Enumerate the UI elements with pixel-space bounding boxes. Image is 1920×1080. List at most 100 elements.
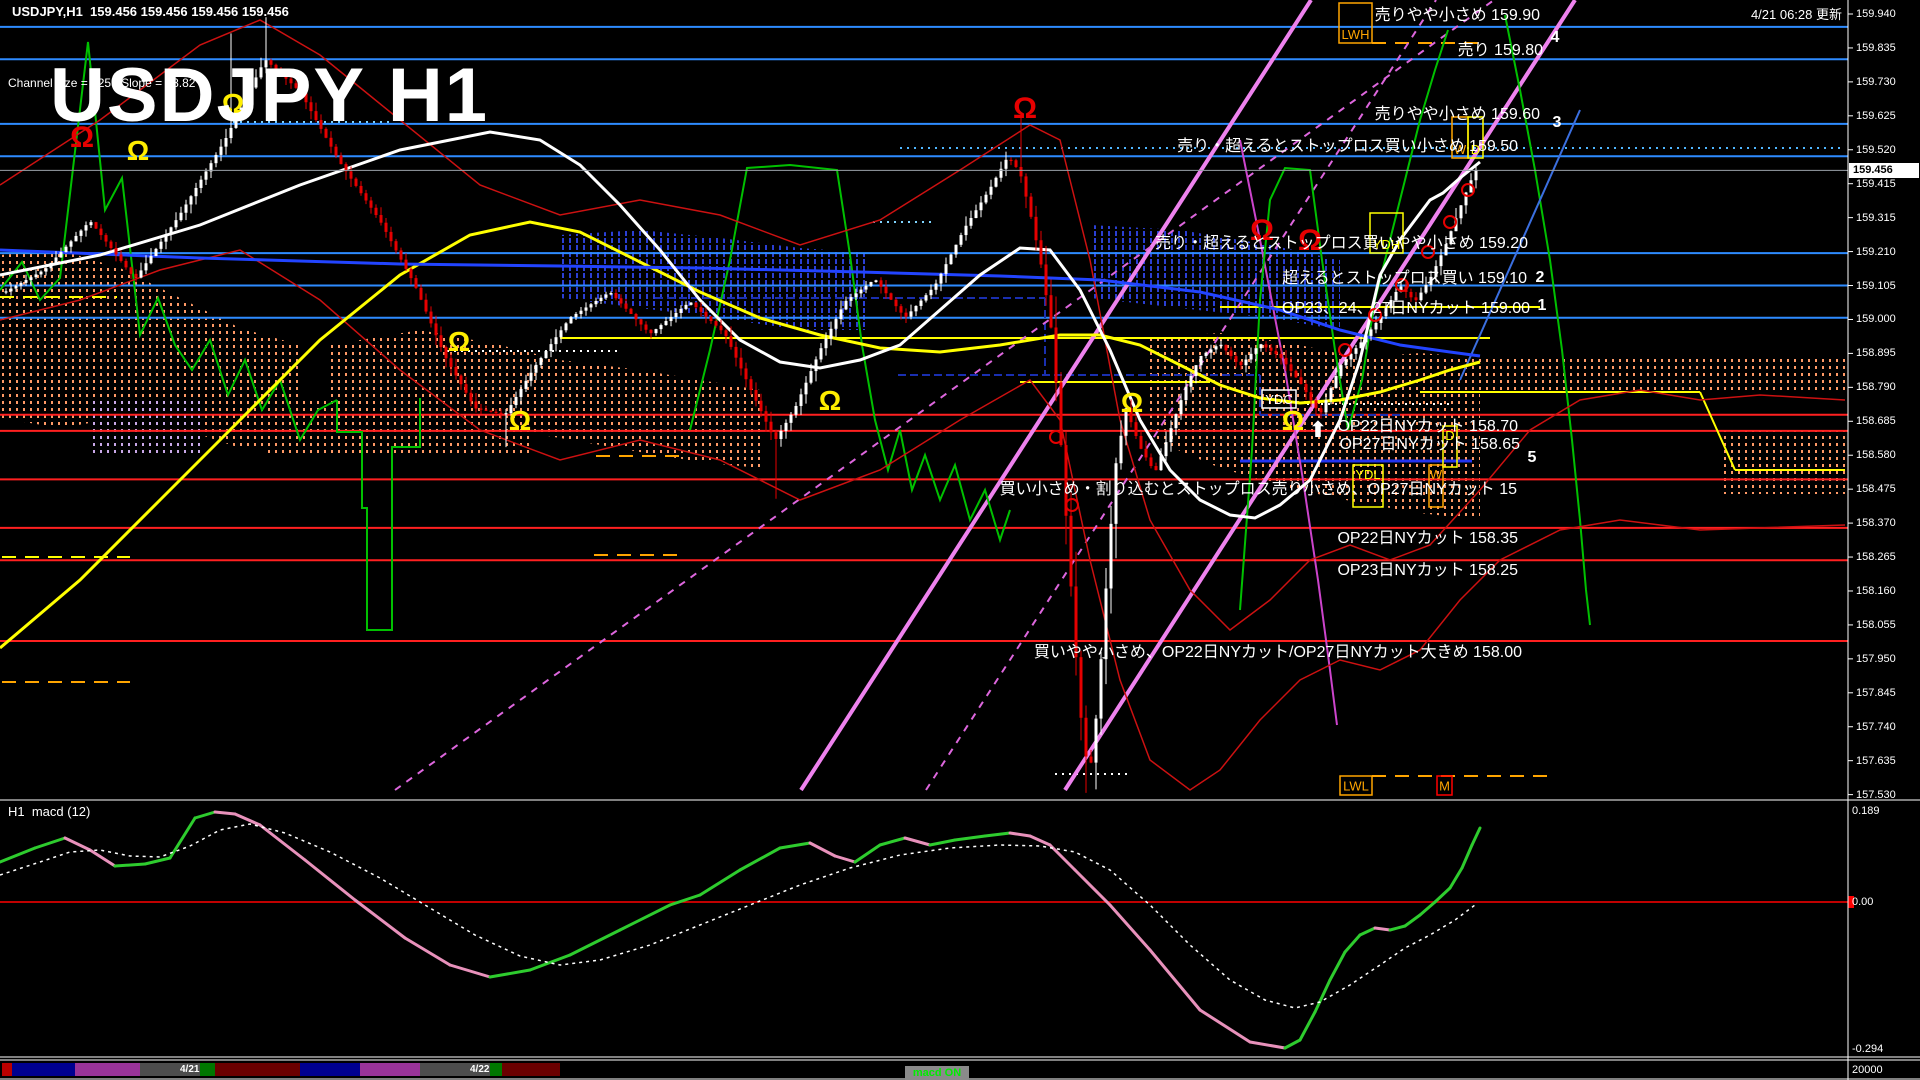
date-label: 4/21 xyxy=(180,1064,200,1075)
candle-body xyxy=(1004,159,1008,169)
candle-body xyxy=(159,241,163,249)
candle-body xyxy=(169,227,173,235)
candle-body xyxy=(969,218,973,226)
macd-line xyxy=(353,898,407,940)
candle-body xyxy=(809,371,813,383)
candle-body xyxy=(224,138,228,147)
ichimoku-cloud xyxy=(1720,430,1845,494)
signal-arrow-icon: Ω xyxy=(448,326,470,357)
candle-body xyxy=(1449,231,1453,245)
signal-arrow-icon: Ω xyxy=(819,385,841,416)
ma-blue xyxy=(0,248,1481,358)
candle-body xyxy=(579,310,583,314)
level-box xyxy=(1369,212,1404,254)
candle-body xyxy=(979,202,983,211)
candle-body xyxy=(569,317,573,324)
candle-body xyxy=(1224,344,1228,351)
candle-body xyxy=(364,193,368,201)
candle-body xyxy=(539,357,543,365)
candle-body xyxy=(954,244,958,255)
candle-body xyxy=(584,307,588,311)
candle-body xyxy=(354,178,358,186)
volume-scale-label: 20000 xyxy=(1852,1064,1883,1076)
candle-body xyxy=(1379,316,1383,323)
candle-body xyxy=(614,293,618,299)
candle-body xyxy=(184,204,188,213)
level-box xyxy=(1428,464,1444,508)
candle-body xyxy=(769,421,773,433)
macd-line xyxy=(668,893,702,907)
timeline-segment xyxy=(140,1063,200,1076)
macd-line xyxy=(808,841,837,858)
candle-body xyxy=(664,321,668,326)
candle-body xyxy=(1099,659,1103,719)
candle-body xyxy=(154,248,158,257)
candle-body xyxy=(679,308,683,313)
candle-body xyxy=(1389,300,1393,309)
candle-body xyxy=(1469,180,1473,193)
candle-body xyxy=(244,97,248,108)
candle-body xyxy=(174,220,178,228)
candle-body xyxy=(659,325,663,330)
candle-body xyxy=(1029,196,1033,217)
candle-body xyxy=(29,277,33,281)
candle-body xyxy=(589,304,593,308)
candle-body xyxy=(1359,342,1363,349)
candle-body xyxy=(724,330,728,337)
candle-body xyxy=(829,328,833,339)
candle-body xyxy=(544,351,548,358)
candle-body xyxy=(1069,515,1073,587)
ichimoku-cloud xyxy=(267,398,533,455)
candle-body xyxy=(489,410,493,412)
price-axis-label: 157.950 xyxy=(1856,652,1896,665)
candle-body xyxy=(104,235,108,242)
macd-toggle-button[interactable]: macd ON xyxy=(905,1066,969,1080)
order-annotation: 売りやや小さめ 159.60 xyxy=(1375,105,1540,123)
candle-body xyxy=(99,228,103,236)
candle-body xyxy=(744,368,748,380)
candle-body xyxy=(974,210,978,219)
candle-body xyxy=(474,401,478,409)
candle-body xyxy=(49,262,53,269)
candle-body xyxy=(1089,756,1093,763)
candle-body xyxy=(1269,347,1273,351)
timeline-segment xyxy=(200,1063,215,1076)
channel-info-label: Channel size = 1259 Slope = 38.82 xyxy=(8,76,196,90)
ring-marker-icon xyxy=(1443,215,1457,229)
candle-body xyxy=(1109,523,1113,589)
candle-body xyxy=(839,309,843,320)
candle-body xyxy=(444,347,448,359)
candle-body xyxy=(1214,346,1218,350)
candle-body xyxy=(289,78,293,84)
macd-line xyxy=(1418,900,1437,917)
candle-body xyxy=(554,337,558,345)
candle-body xyxy=(1074,586,1078,658)
candle-body xyxy=(339,155,343,165)
candle-body xyxy=(1344,359,1348,366)
candle-body xyxy=(1204,352,1208,356)
candle-body xyxy=(799,394,803,406)
macd-line xyxy=(528,953,572,972)
price-axis-label: 157.530 xyxy=(1856,788,1896,801)
level-box-label: LWL xyxy=(1343,779,1369,794)
wave-count-label: 2 xyxy=(1536,269,1545,286)
candle-body xyxy=(199,179,203,188)
level-box-label: YDC xyxy=(1265,392,1292,407)
macd-scale-label: -0.294 xyxy=(1852,1043,1884,1055)
macd-line xyxy=(448,963,492,979)
candle-body xyxy=(469,392,473,402)
candle-body xyxy=(494,411,498,413)
candle-body xyxy=(549,344,553,352)
candle-body xyxy=(989,186,993,195)
candle-body xyxy=(964,225,968,236)
candle-body xyxy=(1409,291,1413,298)
price-axis-label: 159.210 xyxy=(1856,245,1896,258)
candle-body xyxy=(1194,365,1198,376)
candle-body xyxy=(734,346,738,358)
update-timestamp: 4/21 06:28 更新 xyxy=(1750,7,1842,22)
candle-body xyxy=(1189,375,1193,387)
channel-line-dashed xyxy=(925,0,1437,791)
candle-body xyxy=(399,250,403,260)
candle-body xyxy=(454,366,458,376)
